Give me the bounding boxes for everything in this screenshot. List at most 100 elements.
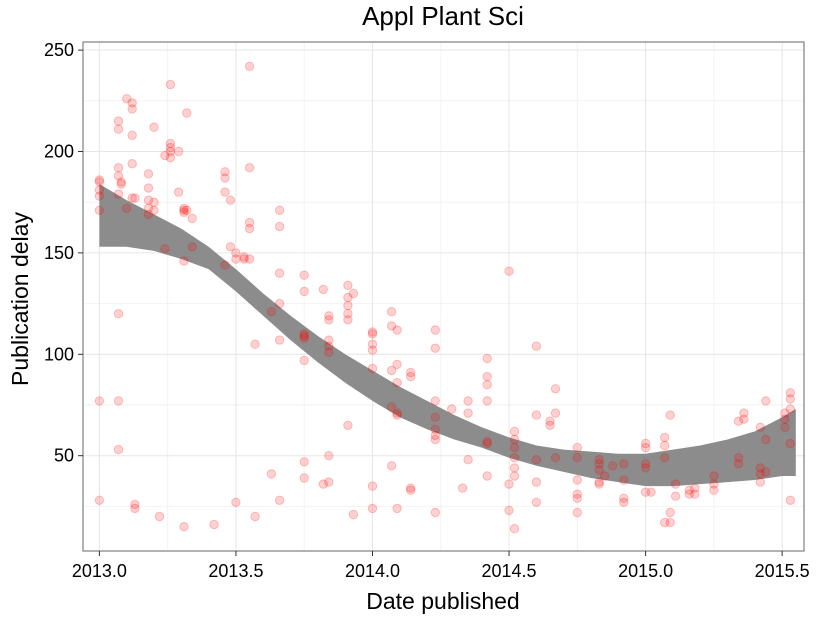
data-point <box>640 463 651 473</box>
data-point <box>509 471 520 481</box>
data-point <box>244 217 255 228</box>
data-point <box>94 205 105 216</box>
data-point <box>509 463 520 473</box>
data-point <box>274 335 285 345</box>
data-point <box>113 396 124 406</box>
data-point <box>430 343 440 353</box>
x-tick-label: 2013.0 <box>72 561 127 581</box>
data-point <box>545 416 555 426</box>
x-tick-label: 2014.5 <box>482 561 537 581</box>
data-point <box>127 193 137 203</box>
data-point <box>250 511 260 522</box>
data-point <box>113 124 124 134</box>
data-point <box>299 286 309 297</box>
data-point <box>594 459 604 469</box>
data-point <box>733 459 744 469</box>
data-point <box>482 371 492 382</box>
data-point <box>343 420 353 430</box>
x-axis-label: Date published <box>366 588 519 614</box>
y-tick-label: 50 <box>54 446 74 466</box>
data-point <box>324 341 334 351</box>
data-point <box>299 457 309 467</box>
x-tick-label: 2015.0 <box>618 561 673 581</box>
data-point <box>220 260 230 270</box>
smooth-confidence-band <box>99 184 796 487</box>
data-point <box>406 367 416 378</box>
data-point <box>231 254 241 264</box>
data-point <box>113 116 124 126</box>
data-point <box>154 511 165 522</box>
data-point <box>386 402 397 412</box>
data-point <box>619 493 629 503</box>
data-point <box>550 384 561 394</box>
data-point <box>504 479 514 489</box>
data-point <box>367 345 378 355</box>
data-point <box>244 163 255 173</box>
data-point <box>94 175 105 185</box>
data-point <box>761 396 771 406</box>
data-point <box>430 430 440 441</box>
data-point <box>239 252 249 262</box>
data-point <box>646 487 656 497</box>
data-point <box>785 404 795 414</box>
data-point <box>299 333 309 343</box>
data-point <box>244 223 255 234</box>
data-point <box>239 254 249 264</box>
data-point <box>509 453 520 463</box>
data-point <box>179 205 189 216</box>
data-point <box>220 187 230 197</box>
data-point <box>165 79 176 90</box>
data-point <box>149 205 159 216</box>
data-point <box>113 163 124 173</box>
data-point <box>94 185 105 195</box>
data-point <box>113 189 124 199</box>
data-point <box>274 495 285 505</box>
data-point <box>504 266 514 276</box>
data-point <box>160 150 170 161</box>
data-point <box>709 485 719 495</box>
data-point <box>684 485 694 495</box>
data-point <box>225 195 236 205</box>
data-point <box>182 108 192 118</box>
data-point <box>430 325 440 335</box>
data-point <box>220 167 230 177</box>
data-point <box>127 98 137 108</box>
data-point <box>324 335 334 345</box>
y-tick-label: 150 <box>44 243 74 263</box>
data-point <box>94 191 105 201</box>
data-point <box>324 311 334 321</box>
data-point <box>209 519 219 530</box>
data-point <box>482 396 492 406</box>
data-point <box>179 256 189 266</box>
data-point <box>430 412 440 422</box>
data-point <box>113 444 124 455</box>
data-point <box>324 315 334 325</box>
y-tick-label: 250 <box>44 40 74 60</box>
data-point <box>116 179 126 189</box>
data-point <box>225 242 236 252</box>
data-point <box>509 434 520 445</box>
data-point <box>709 479 719 489</box>
data-point <box>127 104 137 114</box>
data-point <box>660 440 670 451</box>
data-point <box>572 493 582 503</box>
data-point <box>179 522 189 532</box>
data-point <box>463 408 473 418</box>
data-point <box>250 339 260 349</box>
x-tick-label: 2013.5 <box>208 561 263 581</box>
data-point <box>179 207 189 218</box>
data-point <box>149 197 159 207</box>
axes: 2013.0 2013.5 2014.0 2014.5 2015.0 2015.5 50 10… <box>44 40 810 581</box>
data-point <box>670 491 681 501</box>
data-point <box>149 122 159 132</box>
data-point <box>274 221 285 232</box>
data-point <box>619 475 629 485</box>
data-point <box>619 497 629 507</box>
data-point <box>430 507 440 518</box>
data-point <box>244 61 255 72</box>
data-point <box>599 471 610 481</box>
data-point <box>684 489 694 499</box>
data-point <box>392 325 402 335</box>
